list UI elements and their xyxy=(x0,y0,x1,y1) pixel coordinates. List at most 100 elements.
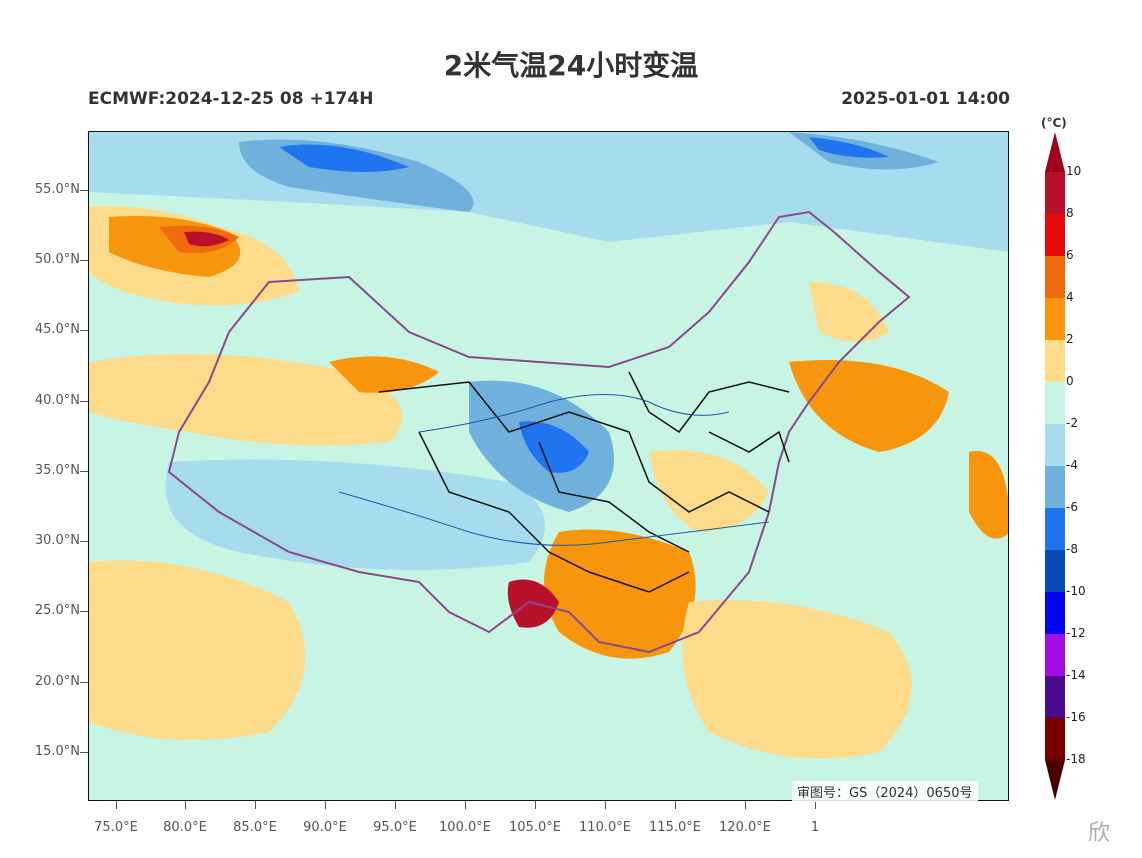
colorbar-band xyxy=(1045,172,1065,214)
colorbar-band xyxy=(1045,550,1065,592)
lat-tick-mark xyxy=(80,190,88,191)
lon-tick-label: 90.0°E xyxy=(303,820,347,835)
province-lines-5 xyxy=(708,430,790,463)
lon-tick-mark xyxy=(116,801,117,809)
colorbar-tick-label: -2 xyxy=(1066,416,1078,430)
zone-warm-west-2 xyxy=(329,356,439,393)
lat-tick-mark xyxy=(80,541,88,542)
lat-tick-mark xyxy=(80,611,88,612)
lon-tick-mark xyxy=(745,801,746,809)
zone-warm-india xyxy=(89,560,305,740)
zone-warm-scs xyxy=(682,600,912,759)
lon-tick-mark xyxy=(815,801,816,809)
zone-warm-east xyxy=(649,450,769,532)
lat-tick-mark xyxy=(80,752,88,753)
lon-tick-label: 85.0°E xyxy=(233,820,277,835)
lon-tick-mark xyxy=(255,801,256,809)
colorbar-tick-label: -12 xyxy=(1066,626,1086,640)
colorbar-tick-label: -16 xyxy=(1066,710,1086,724)
zone-cold-ne-core xyxy=(809,137,889,158)
colorbar-band xyxy=(1045,340,1065,382)
colorbar-band xyxy=(1045,592,1065,634)
zone-warm-west xyxy=(89,354,403,446)
lat-tick-label: 55.0°N xyxy=(34,182,80,197)
colorbar-band xyxy=(1045,634,1065,676)
colorbar-unit: (°C) xyxy=(1041,116,1067,130)
lon-tick-mark xyxy=(605,801,606,809)
colorbar-tick-label: -10 xyxy=(1066,584,1086,598)
colorbar-band xyxy=(1045,676,1065,718)
colorbar-tick-label: 10 xyxy=(1066,164,1082,178)
colorbar-tick-label: -6 xyxy=(1066,500,1078,514)
lon-tick-mark xyxy=(675,801,676,809)
lon-tick-label: 95.0°E xyxy=(373,820,417,835)
lon-tick-label: 1 xyxy=(810,820,820,835)
lon-tick-label: 110.0°E xyxy=(579,820,631,835)
lon-tick-mark xyxy=(535,801,536,809)
colorbar-band xyxy=(1045,382,1065,424)
lon-tick-label: 120.0°E xyxy=(719,820,771,835)
lon-tick-label: 105.0°E xyxy=(509,820,561,835)
china-boundary xyxy=(167,210,911,654)
zone-cold-central xyxy=(519,421,589,473)
zone-warm-korea xyxy=(789,360,949,452)
lon-tick-mark xyxy=(325,801,326,809)
lon-tick-label: 115.0°E xyxy=(649,820,701,835)
province-lines-2 xyxy=(418,431,690,593)
model-run-label: ECMWF:2024-12-25 08 +174H xyxy=(88,89,374,109)
colorbar-band xyxy=(1045,718,1065,760)
lon-tick-label: 80.0°E xyxy=(163,820,207,835)
zone-cool-tibet xyxy=(165,459,545,570)
lat-tick-label: 45.0°N xyxy=(34,322,80,337)
province-lines-3 xyxy=(628,371,790,434)
map-canvas xyxy=(89,132,1008,800)
colorbar-tick-label: -4 xyxy=(1066,458,1078,472)
colorbar-tick-label: 0 xyxy=(1066,374,1074,388)
colorbar-tick-label: -8 xyxy=(1066,542,1078,556)
zone-warm-south xyxy=(544,529,696,659)
colorbar-band xyxy=(1045,424,1065,466)
colorbar-tick-label: -18 xyxy=(1066,752,1086,766)
river-yangtze xyxy=(338,491,770,546)
colorbar-band xyxy=(1045,214,1065,256)
colorbar-bottom-triangle xyxy=(1045,760,1065,800)
lon-tick-label: 75.0°E xyxy=(94,820,138,835)
river-yellow xyxy=(418,394,730,433)
lon-tick-mark xyxy=(185,801,186,809)
temperature-change-map xyxy=(88,131,1009,801)
lon-tick-mark xyxy=(395,801,396,809)
watermark: 欣 xyxy=(1088,821,1111,846)
lat-tick-label: 35.0°N xyxy=(34,463,80,478)
province-lines-4 xyxy=(538,441,690,553)
lat-tick-label: 30.0°N xyxy=(34,533,80,548)
lat-tick-mark xyxy=(80,471,88,472)
lat-tick-mark xyxy=(80,330,88,331)
colorbar-band xyxy=(1045,298,1065,340)
colorbar-tick-label: 8 xyxy=(1066,206,1074,220)
lat-tick-label: 15.0°N xyxy=(34,744,80,759)
lat-tick-mark xyxy=(80,682,88,683)
zone-warm-ne xyxy=(809,282,889,342)
lon-tick-mark xyxy=(465,801,466,809)
lat-tick-label: 40.0°N xyxy=(34,393,80,408)
colorbar-band xyxy=(1045,508,1065,550)
lon-tick-label: 100.0°E xyxy=(439,820,491,835)
zone-warm-nw-core xyxy=(184,231,229,247)
colorbar-tick-label: 4 xyxy=(1066,290,1074,304)
chart-title: 2米气温24小时变温 xyxy=(443,49,699,82)
zone-cold-core xyxy=(279,144,409,172)
colorbar-band xyxy=(1045,466,1065,508)
valid-time-label: 2025-01-01 14:00 xyxy=(841,89,1010,109)
colorbar-tick-label: 6 xyxy=(1066,248,1074,262)
colorbar-tick-label: 2 xyxy=(1066,332,1074,346)
colorbar-top-triangle xyxy=(1045,132,1065,172)
lat-tick-mark xyxy=(80,260,88,261)
colorbar-tick-label: -14 xyxy=(1066,668,1086,682)
lat-tick-label: 25.0°N xyxy=(34,603,80,618)
colorbar-band xyxy=(1045,256,1065,298)
lat-tick-label: 20.0°N xyxy=(34,674,80,689)
map-review-number: 审图号：GS（2024）0650号 xyxy=(792,781,978,802)
lat-tick-mark xyxy=(80,401,88,402)
lat-tick-label: 50.0°N xyxy=(34,252,80,267)
colorbar xyxy=(1045,132,1065,800)
